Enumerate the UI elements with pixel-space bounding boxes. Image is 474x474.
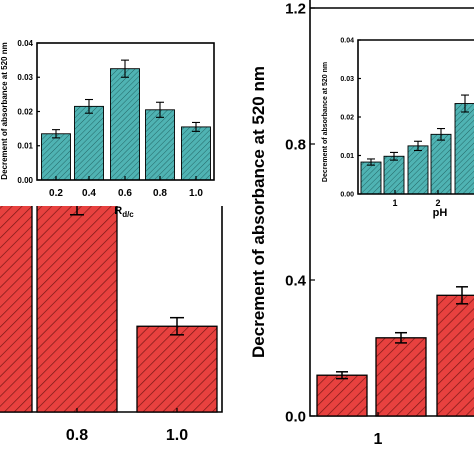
left-main-x-tick-label: 0.8 (66, 427, 88, 444)
left-inset-y-tick-label: 0.03 (17, 73, 33, 82)
left-inset-error-bar (156, 101, 164, 118)
right-main-error-bar (336, 371, 348, 380)
left-main-bar (136, 325, 218, 413)
left-inset-chart: 0.00 0.01 0.02 0.03 0.04 0.2 0.4 0.6 0.8 1.0 Dec… (0, 0, 226, 219)
left-inset-y-tick-label: 0.02 (17, 107, 33, 116)
left-main-error-bar (170, 316, 184, 336)
left-inset-error-bar (121, 59, 129, 78)
left-inset-y-tick-label: 0.01 (17, 142, 33, 151)
right-inset-bar (383, 155, 405, 195)
right-main-error-bar (395, 331, 407, 344)
right-main-x-tick-label: 1 (374, 431, 383, 448)
right-inset-error-bar (367, 158, 375, 166)
left-inset-y-axis-label: Decrement of absorbance at 520 nm (0, 42, 9, 179)
left-inset-bar (110, 68, 140, 181)
right-inset-y-tick-label: 0.00 (340, 191, 354, 198)
right-main-y-tick-label: 0.4 (285, 272, 307, 289)
left-inset-error-bar (52, 129, 60, 139)
right-inset-y-tick-label: 0.04 (340, 37, 354, 44)
left-inset-bar (74, 105, 104, 181)
right-main-bar (316, 374, 368, 417)
right-inset-x-tick-label: 1 (392, 198, 397, 208)
right-inset-y-tick-label: 0.01 (340, 153, 354, 160)
right-inset-x-axis-label: pH (433, 207, 448, 219)
right-inset-error-bar (437, 128, 445, 141)
right-inset-error-bar (390, 151, 398, 161)
left-inset-y-tick-label: 0.04 (17, 39, 33, 48)
right-inset-y-tick-label: 0.03 (340, 76, 354, 83)
right-inset-bar (360, 161, 382, 195)
right-inset-bar (454, 103, 474, 195)
left-inset-x-axis-label: Rd/c (114, 205, 134, 219)
right-inset-y-axis-label: Decrement of absorbance at 520 nm (322, 62, 329, 182)
left-inset-x-tick-label: 0.2 (49, 188, 63, 199)
right-inset-chart: 0.00 0.01 0.02 0.03 0.04 1 2 Decrement of abs… (318, 34, 474, 220)
right-inset-error-bar (414, 140, 422, 152)
right-main-chart: 0.0 0.4 0.8 1.2 1 Decrement of absorbance a… (249, 0, 474, 448)
right-inset-y-tick-label: 0.02 (340, 114, 354, 121)
left-main-bar (36, 192, 118, 413)
right-main-error-bar (456, 286, 468, 305)
left-inset-x-tick-label: 1.0 (189, 188, 203, 199)
left-inset-x-tick-label: 0.4 (82, 188, 96, 199)
right-inset-bar (407, 145, 429, 195)
left-main-chart: 0.8 1.0 (0, 0, 223, 444)
left-inset-bar (41, 133, 71, 181)
left-inset-y-tick-label: 0.00 (17, 176, 33, 185)
left-inset-error-bar (85, 98, 93, 114)
right-inset-x-tick-label: 2 (435, 198, 440, 208)
left-inset-bar (181, 126, 211, 181)
right-main-y-axis-label: Decrement of absorbance at 520 nm (249, 66, 268, 358)
right-main-y-tick-label: 1.2 (285, 0, 306, 17)
right-inset-bar (430, 133, 452, 195)
right-main-y-tick-label: 0.0 (285, 408, 306, 425)
left-main-x-tick-label: 1.0 (166, 427, 188, 444)
left-inset-error-bar (192, 121, 200, 132)
right-inset-error-bar (461, 94, 469, 113)
left-inset-x-tick-label: 0.8 (153, 188, 167, 199)
right-main-bar (436, 294, 474, 417)
left-inset-bar (145, 109, 175, 181)
left-inset-x-tick-label: 0.6 (118, 188, 132, 199)
right-main-y-tick-label: 0.8 (285, 136, 306, 153)
right-main-bar (375, 337, 427, 417)
